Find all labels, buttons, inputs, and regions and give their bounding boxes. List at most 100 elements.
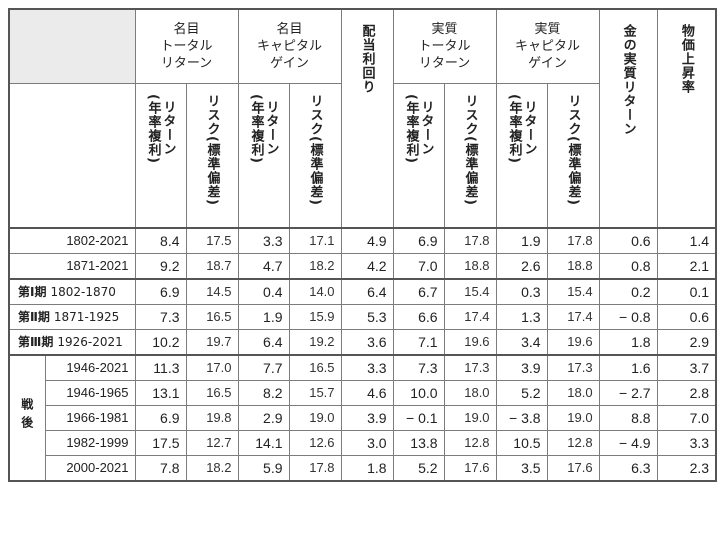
- header-dividend: 配当利回り: [340, 8, 394, 228]
- value-cell: 3.3: [340, 353, 394, 381]
- returns-table-container: 名目 トータル リターン 名目 キャピタル ゲイン 配当利回り 実質 トータル …: [8, 8, 718, 482]
- returns-table: 名目 トータル リターン 名目 キャピタル ゲイン 配当利回り 実質 トータル …: [8, 8, 718, 482]
- value-cell: 0.3: [495, 277, 548, 305]
- value-cell: 5.9: [237, 454, 290, 481]
- row-label: 第Ⅱ期 1871-1925: [8, 303, 136, 330]
- value-cell: 3.9: [340, 404, 394, 431]
- value-cell: 3.3: [237, 226, 290, 254]
- value-cell: 3.9: [495, 353, 548, 381]
- value-cell: 18.0: [443, 379, 497, 406]
- value-cell: 15.9: [288, 303, 342, 330]
- table-row: 第Ⅱ期 1871-1925 7.3 16.5 1.9 15.9 5.3 6.6 17.4 1.3 1…: [8, 303, 717, 330]
- value-cell: 15.4: [443, 277, 497, 305]
- value-cell: 19.8: [185, 404, 239, 431]
- table-row: 2000-2021 7.8 18.2 5.9 17.8 1.8 5.2 17.6 3.5 17.6…: [9, 454, 717, 481]
- value-cell: 6.3: [598, 454, 658, 481]
- sub-return: リターン (年率複利): [495, 82, 548, 228]
- value-cell: 19.0: [288, 404, 342, 431]
- value-cell: 1.3: [495, 303, 548, 330]
- value-cell: 7.0: [656, 404, 717, 431]
- value-cell: 18.7: [185, 252, 239, 279]
- value-cell: 5.3: [340, 303, 394, 330]
- period-years: 1926-2021: [57, 335, 123, 349]
- value-cell: 18.8: [443, 252, 497, 279]
- table-row: 1946-1965 13.1 16.5 8.2 15.7 4.6 10.0 18.0 5.2 18…: [9, 379, 717, 406]
- value-cell: 6.9: [134, 277, 187, 305]
- value-cell: 19.6: [443, 328, 497, 355]
- value-cell: 2.3: [656, 454, 717, 481]
- value-cell: 2.6: [495, 252, 548, 279]
- sub-risk: リスク(標準偏差): [185, 82, 239, 228]
- sub-return: リターン (年率複利): [134, 82, 187, 228]
- row-label: 1946-1965: [44, 379, 136, 406]
- value-cell: 9.2: [134, 252, 187, 279]
- row-label: 1946-2021: [44, 353, 136, 381]
- sub-return: リターン (年率複利): [392, 82, 445, 228]
- table-row: 第Ⅲ期 1926-2021 10.2 19.7 6.4 19.2 3.6 7.1 19.6 3.4…: [8, 328, 717, 355]
- header-inflation: 物価上昇率: [656, 8, 717, 228]
- value-cell: 0.4: [237, 277, 290, 305]
- value-cell: 6.4: [340, 277, 394, 305]
- value-cell: 17.6: [443, 454, 497, 481]
- value-cell: 4.9: [340, 226, 394, 254]
- value-cell: 18.8: [546, 252, 600, 279]
- value-cell: 18.0: [546, 379, 600, 406]
- value-cell: 12.8: [443, 429, 497, 456]
- value-cell: 0.8: [598, 252, 658, 279]
- value-cell: 1.6: [598, 353, 658, 381]
- period-years: 1802-1870: [50, 285, 116, 299]
- table-row: 1871-2021 9.2 18.7 4.7 18.2 4.2 7.0 18.8 2.6 18.8…: [8, 252, 717, 279]
- header-gold: 金の実質リターン: [598, 8, 658, 228]
- value-cell: 0.1: [656, 277, 717, 305]
- value-cell: 1.9: [237, 303, 290, 330]
- header-real-total: 実質 トータル リターン: [392, 8, 497, 84]
- value-cell: 2.9: [237, 404, 290, 431]
- value-cell: 19.6: [546, 328, 600, 355]
- value-cell: 17.4: [443, 303, 497, 330]
- value-cell: 0.2: [598, 277, 658, 305]
- value-cell: 13.1: [134, 379, 187, 406]
- value-cell: 4.2: [340, 252, 394, 279]
- value-cell: 6.9: [134, 404, 187, 431]
- value-cell: 6.7: [392, 277, 445, 305]
- value-cell: 12.8: [546, 429, 600, 456]
- row-label: 第Ⅲ期 1926-2021: [8, 328, 136, 355]
- value-cell: 17.4: [546, 303, 600, 330]
- value-cell: 17.3: [546, 353, 600, 381]
- value-cell: 7.7: [237, 353, 290, 381]
- value-cell: 17.8: [288, 454, 342, 481]
- value-cell: 7.3: [392, 353, 445, 381]
- value-cell: 10.0: [392, 379, 445, 406]
- value-cell: 19.7: [185, 328, 239, 355]
- header-real-capital: 実質 キャピタル ゲイン: [495, 8, 600, 84]
- value-cell: 3.6: [340, 328, 394, 355]
- value-cell: 19.0: [546, 404, 600, 431]
- value-cell: − 2.7: [598, 379, 658, 406]
- value-cell: 16.5: [185, 379, 239, 406]
- table-row: 1802-2021 8.4 17.5 3.3 17.1 4.9 6.9 17.8 1.9 17.8…: [8, 226, 717, 254]
- value-cell: 6.4: [237, 328, 290, 355]
- value-cell: 16.5: [185, 303, 239, 330]
- table-row: 第Ⅰ期 1802-1870 6.9 14.5 0.4 14.0 6.4 6.7 15.4 0.3 1…: [8, 277, 717, 305]
- value-cell: 12.7: [185, 429, 239, 456]
- value-cell: 17.0: [185, 353, 239, 381]
- value-cell: 2.1: [656, 252, 717, 279]
- value-cell: 17.8: [546, 226, 600, 254]
- sub-return: リターン (年率複利): [237, 82, 290, 228]
- value-cell: 0.6: [656, 303, 717, 330]
- value-cell: 7.8: [134, 454, 187, 481]
- row-label: 第Ⅰ期 1802-1870: [8, 277, 136, 305]
- value-cell: − 3.8: [495, 404, 548, 431]
- value-cell: 15.7: [288, 379, 342, 406]
- value-cell: 1.8: [340, 454, 394, 481]
- value-cell: 17.5: [134, 429, 187, 456]
- value-cell: 8.8: [598, 404, 658, 431]
- value-cell: − 0.1: [392, 404, 445, 431]
- value-cell: 10.2: [134, 328, 187, 355]
- value-cell: 12.6: [288, 429, 342, 456]
- period-years: 1871-1925: [53, 310, 120, 324]
- value-cell: 3.0: [340, 429, 394, 456]
- value-cell: 0.6: [598, 226, 658, 254]
- value-cell: 4.6: [340, 379, 394, 406]
- value-cell: 14.1: [237, 429, 290, 456]
